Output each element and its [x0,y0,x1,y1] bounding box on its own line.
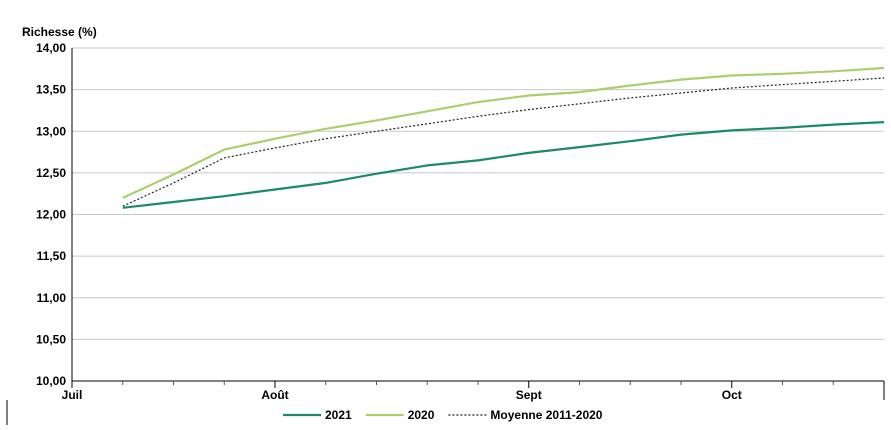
series-line-2021 [122,121,885,209]
y-tick-label: 14,00 [36,41,66,55]
y-tick-label: 10,50 [36,332,66,346]
legend-label: Moyenne 2011-2020 [490,408,602,422]
y-tick-label: 12,00 [36,208,66,222]
y-tick-label: 11,50 [37,249,67,263]
legend-label: 2021 [325,408,352,422]
axis-layer: 10,00 10,50 11,00 11,50 12,00 12,50 13,00 13,50… [6,41,885,425]
series-line-2020 [122,66,885,199]
legend: 2021 2020 Moyenne 2011-2020 [283,408,603,422]
x-tick-label: Oct [722,388,742,402]
legend-label: 2020 [408,408,435,422]
x-tick-label: Sept [516,388,542,402]
grid-layer [72,47,884,382]
x-tick-label: Juil [62,388,83,402]
y-tick-label: 11,00 [37,291,67,305]
y-tick-label: 13,00 [36,124,66,138]
series-layer [122,66,885,209]
y-tick-label: 10,00 [36,374,66,388]
series-line-moyenne-2011-2020 [122,77,885,207]
y-tick-label: 12,50 [36,166,66,180]
y-axis-title: Richesse (%) [22,25,97,39]
x-tick-label: Août [261,388,288,402]
y-tick-label: 13,50 [36,83,66,97]
